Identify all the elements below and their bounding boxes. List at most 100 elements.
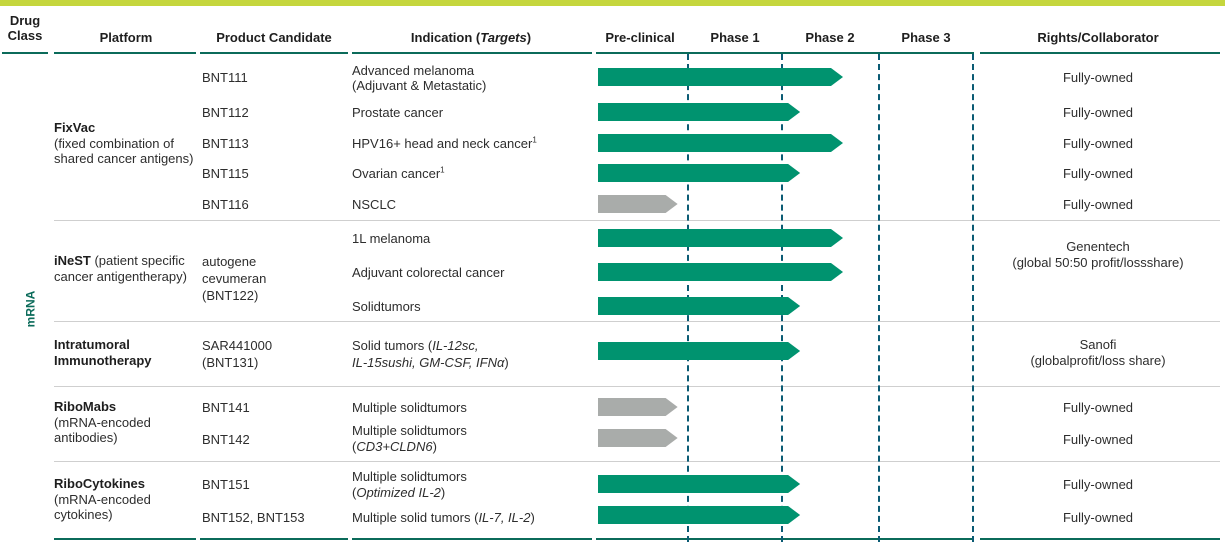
platform-ribomabs-name: RiboMabs (54, 399, 117, 414)
progress-arrow-bnt151 (598, 475, 801, 493)
rights-bnt151: Fully-owned (1062, 477, 1134, 492)
platform-intratumoral: Intratumoral Immunotherapy (54, 337, 184, 368)
product-bnt112: BNT112 (202, 105, 249, 120)
indication-bnt116: NSCLC (352, 197, 397, 212)
progress-arrow-bnt111 (598, 68, 843, 86)
header-rule-drug-class (2, 52, 48, 54)
rights-bnt152-153: Fully-owned (1062, 510, 1134, 525)
header-rule-rights (980, 52, 1220, 54)
header-phase2: Phase 2 (805, 30, 855, 45)
platform-ribocytokines-desc: (mRNA-encoded cytokines) (54, 491, 151, 523)
platform-intratumoral-name: Intratumoral Immunotherapy (54, 337, 152, 368)
bottom-rule-platform (54, 538, 196, 540)
progress-arrow-bnt152-bnt153 (598, 506, 801, 524)
indication-bnt142: Multiple solidtumors (CD3+CLDN6) (352, 423, 467, 455)
phase-divider (878, 54, 880, 542)
product-bnt111: BNT111 (202, 70, 248, 85)
footnote-marker: 1 (532, 135, 537, 145)
indication-bnt142-line1: Multiple solidtumors (352, 423, 467, 438)
product-bnt152-bnt153: BNT152, BNT153 (202, 510, 305, 525)
platform-fixvac: FixVac (fixed combination of shared canc… (54, 120, 196, 167)
group-separator (54, 386, 1220, 387)
header-indication-close: ) (526, 30, 532, 45)
rights-sanofi-terms: (globalprofit/loss share) (1030, 353, 1166, 368)
header-rule-platform (54, 52, 196, 54)
rights-sanofi-name: Sanofi (1079, 337, 1117, 352)
indication-bnt115: Ovarian cancer1 (352, 166, 445, 181)
indication-sar-targets-1: IL-12sc, (432, 338, 479, 353)
bottom-rule-indication (352, 538, 592, 540)
product-sar441000: SAR441000 (BNT131) (202, 337, 272, 371)
platform-fixvac-name: FixVac (54, 120, 96, 135)
header-phase1: Phase 1 (710, 30, 760, 45)
product-sar-line1: SAR441000 (202, 338, 273, 353)
progress-arrow-sar441000 (598, 342, 801, 360)
indication-bnt141: Multiple solidtumors (352, 400, 467, 415)
indication-bnt152-targets: IL-7, IL-2 (478, 510, 531, 525)
indication-1l-melanoma: 1L melanoma (352, 231, 431, 246)
indication-sar441000: Solid tumors (IL-12sc, IL-15sushi, GM-CS… (352, 337, 509, 371)
platform-ribomabs: RiboMabs (mRNA-encoded antibodies) (54, 399, 184, 446)
progress-arrow-bnt113 (598, 134, 843, 152)
rights-genentech-name: Genentech (1066, 239, 1130, 254)
rights-genentech-terms: (global 50:50 profit/lossshare) (1012, 255, 1184, 270)
rights-genentech: Genentech (global 50:50 profit/lossshare… (980, 239, 1216, 271)
platform-ribocytokines: RiboCytokines (mRNA-encoded cytokines) (54, 476, 184, 523)
rights-bnt112: Fully-owned (1062, 105, 1134, 120)
platform-inest-desc: (patient specific cancer antigentherapy) (54, 253, 187, 284)
progress-arrow-autogene-cevumeran-solidtumors (598, 297, 801, 315)
indication-bnt151-line1: Multiple solidtumors (352, 469, 467, 484)
indication-bnt152-text: Multiple solid tumors ( (352, 510, 479, 525)
indication-sar-close: ) (504, 355, 509, 370)
bottom-rule-product (200, 538, 348, 540)
product-bnt113: BNT113 (202, 136, 249, 151)
indication-bnt151-close: ) (440, 485, 446, 500)
header-drug-class: Drug Class (7, 13, 43, 43)
indication-bnt142-targets: CD3+CLDN6 (356, 439, 433, 454)
indication-bnt151: Multiple solidtumors (Optimized IL-2) (352, 469, 467, 501)
product-bnt141: BNT141 (202, 400, 250, 415)
rights-bnt116: Fully-owned (1062, 197, 1134, 212)
product-bnt115: BNT115 (202, 166, 249, 181)
indication-bnt152-153: Multiple solid tumors (IL-7, IL-2) (352, 510, 535, 525)
platform-fixvac-desc: (fixed combination of shared cancer anti… (54, 135, 194, 167)
product-sar-line2: (BNT131) (202, 355, 259, 370)
header-rule-product (200, 52, 348, 54)
indication-bnt113-text: HPV16+ head and neck cancer (352, 136, 533, 151)
platform-ribocytokines-name: RiboCytokines (54, 476, 146, 491)
rights-bnt141: Fully-owned (1062, 400, 1134, 415)
product-bnt151: BNT151 (202, 477, 250, 492)
header-rule-phases (596, 52, 974, 54)
rights-bnt142: Fully-owned (1062, 432, 1134, 447)
platform-inest-name: iNeST (54, 253, 91, 268)
indication-bnt111: Advanced melanoma (Adjuvant & Metastatic… (352, 63, 486, 93)
rights-bnt111: Fully-owned (1062, 70, 1134, 85)
header-rights: Rights/Collaborator (1037, 30, 1159, 45)
progress-arrow-autogene-cevumeran-adjuvant-colorectal-cancer (598, 263, 843, 281)
indication-bnt152-close: ) (530, 510, 535, 525)
indication-adjuvant-colorectal: Adjuvant colorectal cancer (352, 265, 505, 280)
progress-arrow-autogene-cevumeran-1l-melanoma (598, 229, 843, 247)
product-bnt116: BNT116 (202, 197, 249, 212)
bottom-rule-phases (596, 538, 974, 540)
indication-solid-tumors: Solidtumors (352, 299, 421, 314)
indication-bnt142-open: ( (352, 439, 357, 454)
header-product-candidate: Product Candidate (216, 30, 332, 45)
header-indication-italic: Targets (480, 30, 527, 45)
product-inest-line2: cevumeran (202, 271, 267, 286)
product-inest-line1: autogene (202, 254, 257, 269)
top-accent-bar (0, 0, 1225, 6)
indication-bnt115-text: Ovarian cancer (352, 166, 441, 181)
rights-bnt113: Fully-owned (1062, 136, 1134, 151)
indication-bnt151-targets: Optimized IL-2 (356, 485, 441, 500)
indication-bnt111-line1: Advanced melanoma (352, 63, 475, 78)
header-platform: Platform (99, 30, 153, 45)
product-inest-line3: (BNT122) (202, 288, 259, 303)
progress-arrow-bnt116 (598, 195, 678, 213)
product-bnt142: BNT142 (202, 432, 250, 447)
indication-bnt113: HPV16+ head and neck cancer1 (352, 136, 537, 151)
product-autogene-cevumeran: autogene cevumeran (BNT122) (202, 253, 266, 304)
progress-arrow-bnt112 (598, 103, 801, 121)
progress-arrow-bnt141 (598, 398, 678, 416)
rights-sanofi: Sanofi (globalprofit/loss share) (980, 337, 1216, 369)
